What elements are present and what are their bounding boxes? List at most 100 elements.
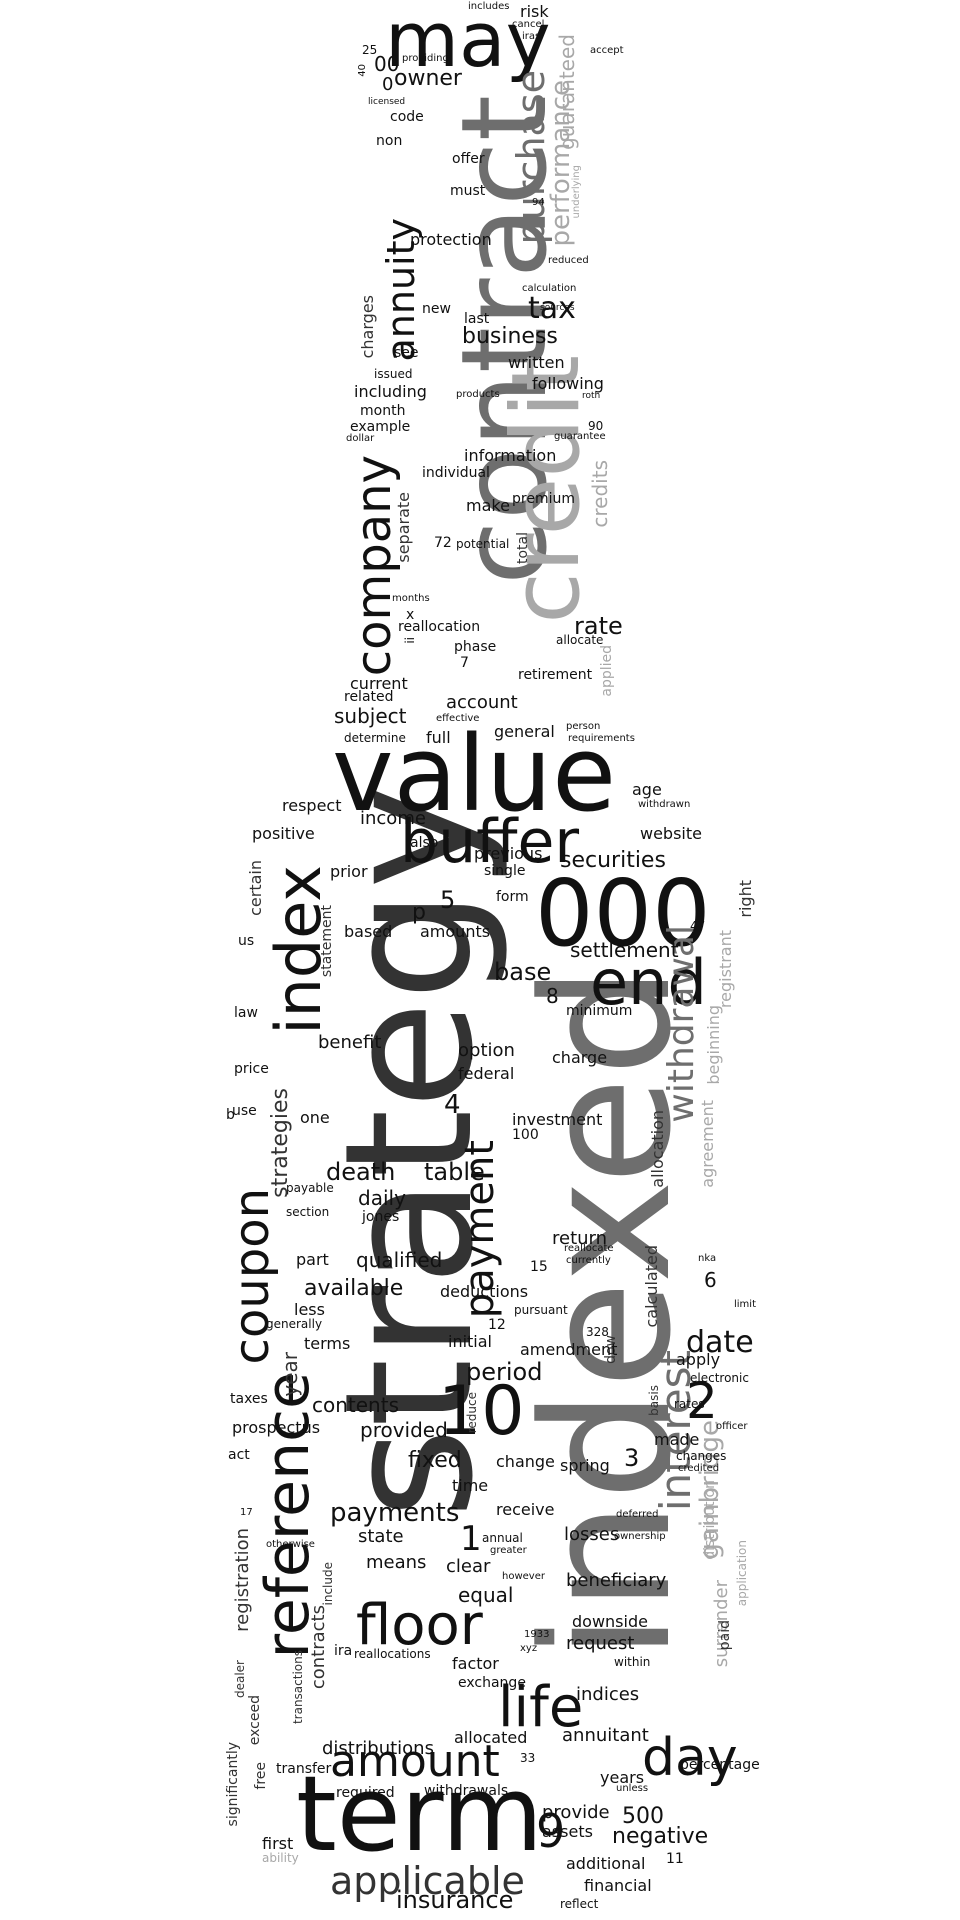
- word-positive: positive: [252, 824, 315, 843]
- word-losses: losses: [564, 1524, 620, 1545]
- word-base: base: [494, 958, 552, 986]
- word-transfer: transfer: [276, 1761, 332, 1777]
- word-statement: statement: [319, 905, 335, 978]
- word-factor: factor: [452, 1654, 499, 1673]
- word-section: section: [286, 1205, 330, 1219]
- word-charge: charge: [552, 1048, 608, 1067]
- word-terms: terms: [304, 1334, 351, 1353]
- word-including: including: [354, 382, 427, 401]
- word-reallocation: reallocation: [398, 619, 481, 635]
- word-apply: apply: [676, 1350, 721, 1369]
- word-respect: respect: [282, 796, 342, 815]
- word-individual: individual: [422, 465, 490, 481]
- word-distributions: distributions: [322, 1738, 434, 1759]
- word-protection: protection: [410, 230, 492, 249]
- word-allocation: allocation: [648, 1110, 667, 1188]
- word-see: see: [394, 345, 419, 361]
- word-pursuant: pursuant: [514, 1303, 568, 1317]
- word-charges: charges: [358, 295, 377, 359]
- word-us: us: [238, 933, 255, 949]
- word-guaranteed: guaranteed: [555, 34, 579, 150]
- word-less: less: [294, 1300, 325, 1319]
- word-applied: applied: [599, 645, 615, 697]
- word-n2: 2: [686, 1372, 718, 1430]
- word-beginning: beginning: [704, 1005, 723, 1085]
- word-offer: offer: [452, 151, 485, 167]
- word-buffer: buffer: [400, 807, 580, 877]
- word-withdrawals: withdrawals: [424, 1783, 509, 1799]
- word-currently: currently: [566, 1255, 611, 1266]
- word-floor: floor: [356, 1593, 483, 1658]
- word-n3: 3: [624, 1444, 640, 1472]
- word-annuitant: annuitant: [562, 1725, 649, 1746]
- word-n00: 00: [374, 52, 400, 76]
- word-n17: 17: [240, 1507, 253, 1518]
- word-full: full: [426, 728, 451, 747]
- word-settlement: settlement: [570, 938, 679, 962]
- word-written: written: [508, 353, 565, 372]
- word-determine: determine: [344, 731, 406, 745]
- word-n0: 0: [382, 74, 394, 95]
- word-n5: 5: [440, 886, 456, 914]
- word-electronic: electronic: [690, 1371, 749, 1385]
- word-n328: 328: [586, 1325, 609, 1339]
- word-months: months: [392, 593, 430, 604]
- word-paid: paid: [717, 1620, 733, 1651]
- word-roth: roth: [582, 391, 601, 401]
- word-annual: annual: [482, 1531, 523, 1545]
- word-amounts: amounts: [420, 922, 491, 941]
- word-beneficiary: beneficiary: [566, 1570, 667, 1591]
- word-includes: includes: [468, 1, 510, 12]
- word-example: example: [350, 419, 411, 435]
- word-act: act: [228, 1447, 250, 1463]
- word-rate: rate: [574, 612, 623, 640]
- word-reallocations: reallocations: [354, 1647, 431, 1661]
- word-website: website: [640, 824, 702, 843]
- word-contents: contents: [312, 1393, 399, 1417]
- word-issued: issued: [374, 367, 413, 381]
- word-n4: 4: [444, 1090, 461, 1120]
- word-xyz: xyz: [520, 1643, 538, 1654]
- word-life: life: [498, 1675, 584, 1740]
- word-state: state: [358, 1526, 404, 1547]
- word-n8: 8: [546, 984, 559, 1008]
- word-death: death: [326, 1158, 396, 1186]
- word-reduced: reduced: [548, 255, 589, 266]
- word-general: general: [494, 722, 555, 741]
- word-n6: 6: [704, 1268, 717, 1292]
- word-applicable: applicable: [330, 1859, 525, 1903]
- word-period: period: [466, 1358, 543, 1386]
- word-year: year: [278, 1352, 302, 1397]
- word-b: b: [226, 1107, 235, 1123]
- word-n100: 100: [512, 1127, 539, 1143]
- word-x: x: [406, 607, 415, 623]
- word-return: return: [552, 1228, 608, 1249]
- word-clear: clear: [446, 1556, 491, 1577]
- word-exceed: exceed: [247, 1695, 263, 1746]
- word-equal: equal: [458, 1583, 514, 1607]
- word-reallocate: reallocate: [564, 1243, 614, 1254]
- word-dealer: dealer: [233, 1660, 247, 1699]
- word-sources: sources: [540, 303, 575, 313]
- word-price: price: [234, 1061, 269, 1077]
- word-federal: federal: [458, 1064, 515, 1083]
- word-n11: 11: [666, 1851, 684, 1867]
- word-rates: rates: [674, 1397, 705, 1411]
- word-allocated: allocated: [454, 1728, 528, 1747]
- word-registrant: registrant: [716, 930, 735, 1009]
- word-iras: iras: [522, 31, 541, 42]
- word-investment: investment: [512, 1110, 603, 1129]
- word-p: p: [412, 900, 426, 925]
- word-agreement: agreement: [698, 1100, 717, 1188]
- word-exchange: exchange: [458, 1675, 526, 1691]
- word-owner: owner: [394, 66, 462, 91]
- word-phase: phase: [454, 639, 497, 655]
- word-n40: 40: [357, 64, 368, 77]
- word-n1933: 1933: [524, 1629, 550, 1640]
- word-negative: negative: [612, 1824, 709, 1849]
- word-fixed: fixed: [408, 1448, 462, 1473]
- word-prior: prior: [330, 862, 368, 881]
- word-value: value: [332, 713, 617, 835]
- word-person: person: [566, 721, 601, 732]
- word-insurance: insurance: [396, 1886, 514, 1914]
